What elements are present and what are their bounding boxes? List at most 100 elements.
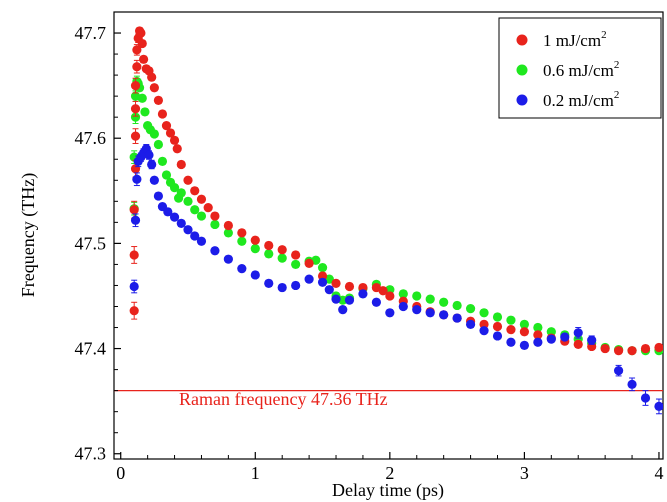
data-point: [149, 175, 159, 185]
data-point: [237, 236, 247, 246]
data-point: [358, 289, 368, 299]
data-point: [250, 235, 260, 245]
data-point: [132, 62, 142, 72]
data-point: [627, 346, 637, 356]
data-point: [640, 393, 651, 403]
plot-frame: [113, 11, 664, 460]
data-point: [176, 218, 186, 229]
data-point: [165, 128, 176, 138]
data-point: [613, 366, 624, 376]
data-point: [183, 196, 193, 206]
data-point: [560, 332, 570, 342]
data-point: [412, 291, 422, 301]
data-point: [210, 219, 220, 230]
data-point: [169, 212, 180, 222]
data-point: [291, 280, 301, 291]
legend-sup-06mj: 2: [614, 59, 620, 71]
x-tick-label: 2: [385, 463, 394, 483]
data-point: [250, 270, 260, 280]
data-point: [237, 228, 247, 238]
data-point: [331, 278, 341, 288]
data-point: [149, 129, 159, 139]
data-point: [338, 305, 348, 315]
data-point: [203, 203, 213, 213]
legend-text-02mj: 0.2 mJ/cm2: [543, 89, 619, 110]
data-point: [506, 325, 516, 335]
data-point: [129, 281, 139, 292]
data-point: [277, 245, 287, 255]
y-tick-label: 47.7: [75, 23, 107, 43]
data-point: [130, 131, 141, 141]
legend-sup-02mj: 2: [614, 89, 620, 101]
y-tick-label: 47.6: [75, 128, 107, 148]
legend-label-02mj: 0.2 mJ/cm: [543, 91, 614, 110]
data-point: [519, 319, 530, 329]
data-point: [176, 159, 186, 170]
y-axis-label: Frequency (THz): [18, 173, 39, 297]
data-point: [573, 339, 583, 349]
legend-text-06mj: 0.6 mJ/cm2: [543, 59, 619, 80]
data-point: [492, 312, 503, 322]
data-point: [223, 228, 233, 238]
data-point: [137, 93, 147, 103]
data-point: [237, 264, 247, 274]
data-point: [573, 328, 583, 338]
data-point: [264, 240, 274, 251]
data-point: [157, 109, 168, 119]
x-axis-label: Delay time (ps): [332, 480, 444, 501]
data-point: [129, 306, 139, 316]
data-point: [183, 225, 193, 235]
data-point: [506, 337, 516, 347]
data-point: [331, 294, 341, 304]
data-point: [137, 38, 147, 49]
data-point: [479, 319, 489, 329]
data-point: [147, 72, 157, 82]
data-point: [172, 144, 182, 154]
axes-layer: 0 1 2 3 4 47.3 47.4 47.5 47.6 47.7: [75, 23, 664, 483]
data-point: [398, 289, 408, 299]
data-point: [176, 188, 186, 198]
legend-marker-06mj: [516, 64, 528, 76]
data-point: [385, 291, 395, 301]
legend: 1 mJ/cm2 0.6 mJ/cm2 0.2 mJ/cm2: [498, 17, 662, 119]
data-point: [371, 297, 381, 307]
data-point: [506, 315, 516, 325]
legend-marker-02mj: [516, 94, 528, 106]
data-point: [378, 286, 388, 296]
data-point: [479, 308, 489, 318]
data-point: [190, 231, 200, 241]
data-point: [385, 308, 395, 318]
data-point: [291, 250, 301, 260]
x-tick-label: 1: [251, 463, 260, 483]
data-point: [324, 285, 334, 295]
data-point: [130, 81, 141, 91]
data-point: [277, 282, 287, 293]
data-point: [130, 112, 141, 122]
data-point: [613, 346, 624, 356]
y-tick-label: 47.4: [75, 339, 107, 359]
data-point: [344, 281, 355, 292]
data-point: [196, 211, 207, 221]
data-point: [149, 83, 159, 93]
data-point: [277, 253, 287, 263]
data-point: [132, 174, 142, 184]
data-point: [169, 135, 180, 145]
series-2: [129, 144, 663, 415]
data-point: [439, 297, 449, 307]
data-point: [223, 220, 233, 231]
data-point: [157, 156, 168, 166]
data-point: [169, 183, 180, 193]
y-tick-label: 47.3: [75, 444, 107, 464]
data-point: [264, 249, 274, 259]
data-point: [654, 401, 663, 412]
data-point: [533, 330, 543, 340]
data-point: [627, 379, 637, 389]
data-point: [465, 303, 476, 314]
data-point: [139, 54, 149, 64]
data-point: [519, 340, 530, 351]
data-point: [452, 300, 462, 311]
legend-entry-06mj: 0.6 mJ/cm2: [516, 59, 619, 80]
data-points-layer: [129, 26, 663, 415]
legend-entry-1mj: 1 mJ/cm2: [516, 29, 607, 50]
